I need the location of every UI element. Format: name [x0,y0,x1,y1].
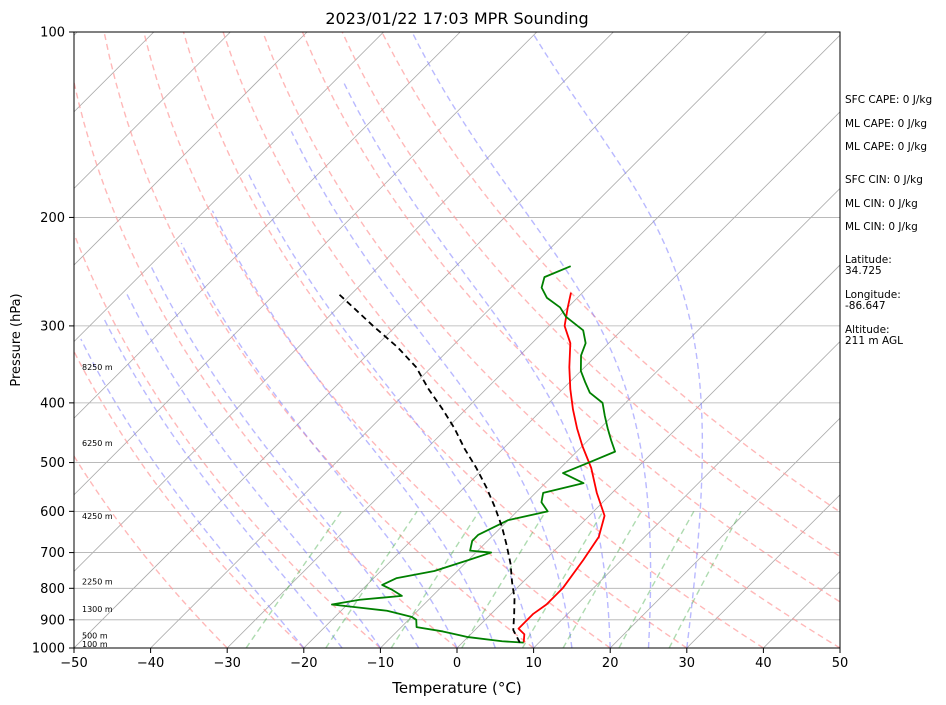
dry-adiabat [74,79,458,648]
moist-adiabat [290,131,573,648]
moist-adiabat [411,32,652,648]
moist-adiabats [80,32,704,648]
isotherm-line [303,111,840,648]
y-tick-label: 300 [40,319,65,334]
x-tick-label: 30 [679,656,696,671]
mixing-ratio-line [245,510,342,648]
mixing-ratio-line [562,510,642,648]
x-tick-label: −20 [290,656,317,671]
dry-adiabat [143,32,611,648]
height-label: 100 m [82,640,108,649]
x-tick-label: −50 [60,656,87,671]
y-tick-label: 900 [40,613,65,628]
y-tick-label: 600 [40,505,65,520]
sfc-cape-text: SFC CAPE: 0 J/kg [845,94,933,106]
dry-adiabat [103,32,535,648]
moist-adiabat [247,173,535,648]
isotherm-line [609,417,840,648]
x-axis-label: Temperature (°C) [391,679,521,697]
mixing-ratio-line [390,510,480,648]
isotherm-line [533,341,840,648]
x-tick-label: 50 [832,656,849,671]
y-tick-label: 800 [40,582,65,597]
isotherm-line [74,32,461,419]
dewpoint-trace [331,265,616,644]
moist-adiabat [342,80,611,648]
longitude-text: Longitude: -86.647 [845,289,901,312]
chart-title: 2023/01/22 17:03 MPR Sounding [325,9,588,28]
isotherm-line [74,32,384,343]
mixing-ratio-line [461,510,547,648]
parcel-trace [336,292,521,644]
x-tick-label: 20 [602,656,619,671]
moist-adiabat [531,32,704,648]
x-tick-label: 40 [755,656,772,671]
x-tick-label: −40 [137,656,164,671]
height-label: 4250 m [82,512,113,521]
x-axis-ticks: −50 −40 −30 −20 −10 0 10 20 30 40 50 [60,648,848,671]
isotherm-line [74,32,614,572]
y-axis-label: Pressure (hPa) [9,293,24,386]
moist-adiabat [80,338,305,648]
x-tick-label: −30 [213,656,240,671]
skewed-isotherms [74,32,840,648]
ml-cape-text-1: ML CAPE: 0 J/kg [845,118,928,130]
isotherm-line [150,32,767,648]
dry-adiabat [182,32,688,648]
isotherm-line [686,494,840,648]
dry-adiabat [74,349,305,648]
moist-adiabat [125,292,381,648]
isotherm-line [380,187,840,648]
y-tick-label: 400 [40,396,65,411]
y-tick-label: 1000 [32,642,65,657]
mixing-ratio-line [521,510,604,648]
ml-cin-text-1: ML CIN: 0 J/kg [845,198,918,210]
ml-cin-text-2: ML CIN: 0 J/kg [845,221,918,233]
moist-adiabat [180,242,458,648]
moist-adiabat [150,265,420,648]
isotherm-line [74,32,538,496]
y-tick-label: 700 [40,546,65,561]
altitude-text: Altitude: 211 m AGL [845,324,903,347]
height-label: 2250 m [82,578,113,587]
sfc-cin-text: SFC CIN: 0 J/kg [845,174,923,186]
dry-adiabat [262,32,840,648]
isotherm-line [456,264,840,648]
temperature-trace [517,292,606,643]
moist-adiabat [102,316,343,648]
height-label: 1300 m [82,605,113,614]
moist-adiabat [211,210,496,648]
isotherm-line [74,32,308,266]
mixing-ratio-lines [245,510,742,648]
x-tick-label: −10 [367,656,394,671]
y-axis-ticks: 1000 900 800 700 600 500 400 300 200 100 [32,26,74,657]
isotherm-line [226,34,840,648]
ml-cape-text-2: ML CAPE: 0 J/kg [845,141,928,153]
y-tick-label: 100 [40,26,65,41]
isotherm-line [74,32,691,648]
y-tick-label: 500 [40,456,65,471]
latitude-text: Latitude: 34.725 [845,254,892,277]
x-tick-label: 0 [453,656,461,671]
mixing-ratio-line [618,510,695,648]
height-label: 6250 m [82,439,113,448]
height-label: 500 m [82,632,108,641]
height-label: 8250 m [82,363,113,372]
sounding-traces [331,265,616,644]
mixing-ratio-line [668,511,742,648]
mixing-ratio-line [325,510,418,648]
pressure-gridlines [74,32,840,648]
x-tick-label: 10 [525,656,542,671]
y-tick-label: 200 [40,211,65,226]
isotherm-line [74,32,231,189]
plot-area [74,32,840,648]
